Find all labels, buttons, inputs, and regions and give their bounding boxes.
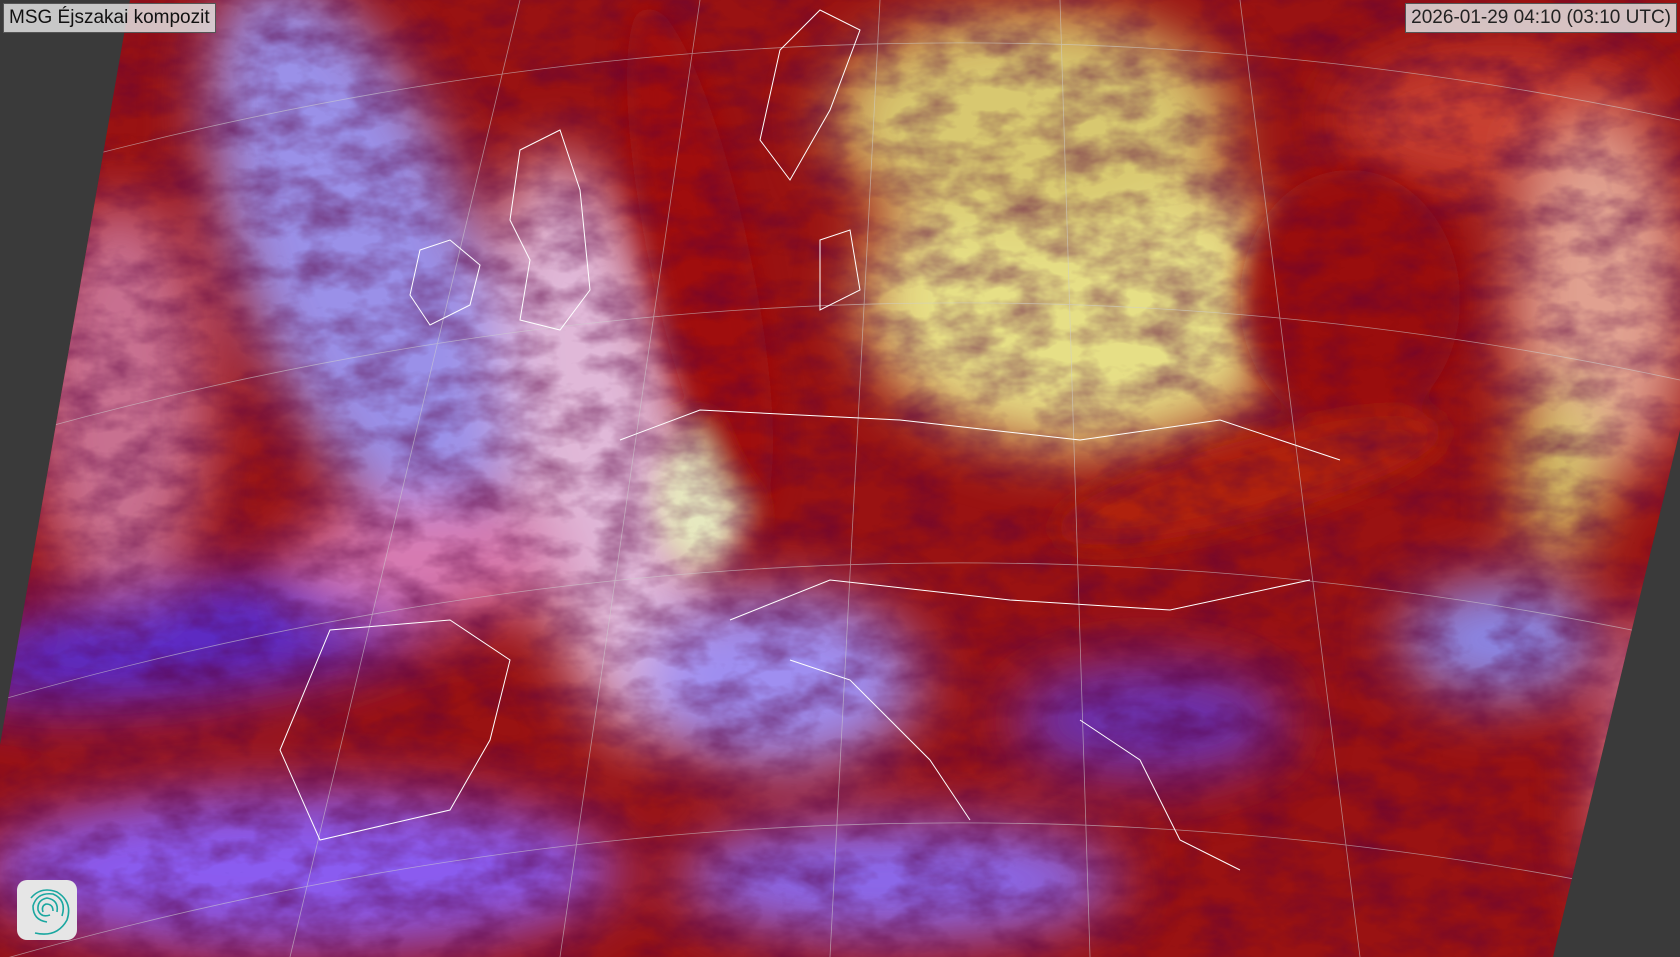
timestamp-label: 2026-01-29 04:10 (03:10 UTC) [1405,3,1677,33]
coastlines [279,9,1341,871]
product-title: MSG Éjszakai kompozit [3,3,216,33]
swirl-logo-icon[interactable] [17,880,77,940]
